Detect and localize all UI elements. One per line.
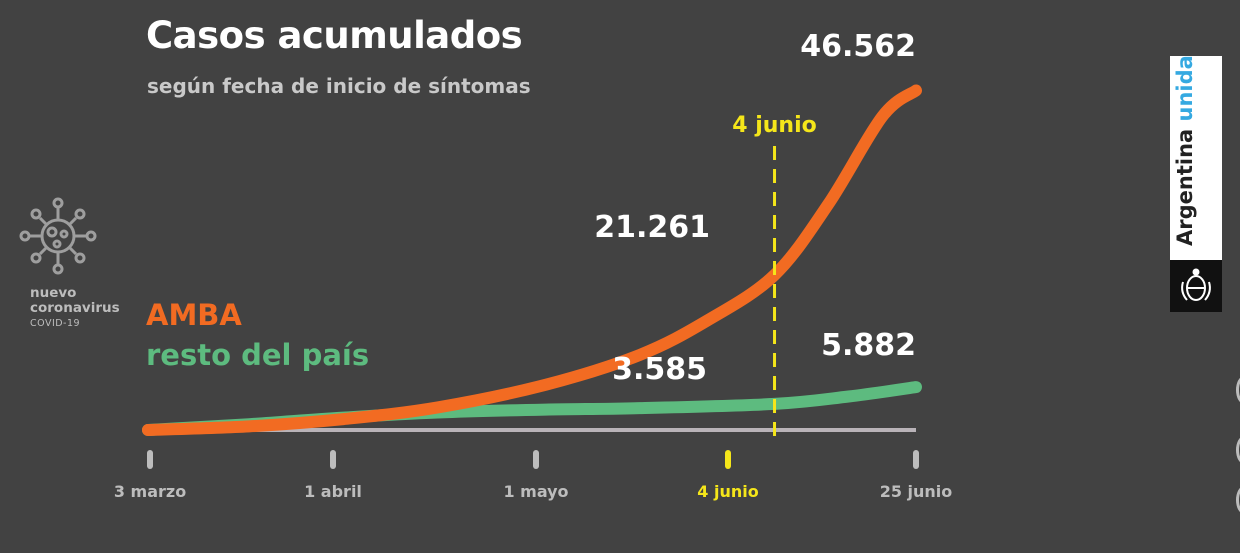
legend-amba: AMBA (146, 298, 242, 332)
date-marker-label: 4 junio (732, 113, 817, 138)
brand-seal-panel (1170, 260, 1222, 312)
data-label: 3.585 (612, 352, 707, 387)
x-tick-label: 25 junio (880, 482, 953, 501)
data-label: 21.261 (594, 210, 710, 245)
brand-text-main: Argentina (1173, 128, 1197, 246)
data-label: 46.562 (800, 29, 916, 64)
badge-line-2: coronavirus (30, 300, 120, 316)
series-line-amba (142, 84, 922, 436)
argentina-unida-brand: Argentina unida (1170, 55, 1222, 312)
brand-text: Argentina unida (1173, 55, 1197, 246)
coronavirus-badge: nuevo coronavirus COVID-19 (30, 286, 120, 331)
x-tick-label: 1 mayo (503, 482, 568, 501)
x-tick-label: 4 junio (697, 482, 758, 501)
brand-panel: Argentina unida (1170, 55, 1222, 260)
badge-line-3: COVID-19 (30, 318, 81, 329)
legend-resto: resto del país (146, 338, 370, 372)
x-tick-label: 3 marzo (114, 482, 186, 501)
coronavirus-icon (19, 197, 97, 275)
badge-line-1: nuevo (30, 285, 77, 301)
chart-subtitle: según fecha de inicio de síntomas (147, 74, 531, 98)
x-tick-label: 1 abril (304, 482, 362, 501)
data-label: 5.882 (821, 328, 916, 363)
brand-text-accent: unida (1173, 55, 1197, 122)
coat-of-arms-icon (1181, 268, 1211, 301)
chart-title: Casos acumulados (146, 14, 523, 57)
